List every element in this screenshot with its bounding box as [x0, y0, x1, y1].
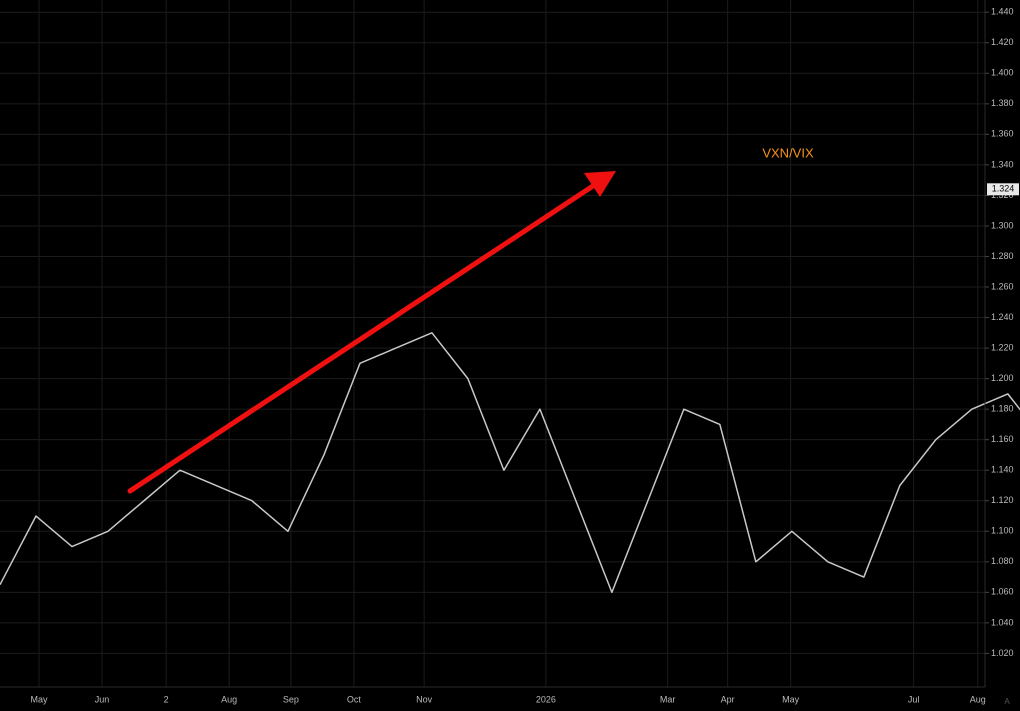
y-tick-label: 1.200 [991, 373, 1014, 383]
y-tick-label: 1.100 [991, 526, 1014, 536]
y-tick-label: 1.020 [991, 648, 1014, 658]
x-tick-label: May [782, 694, 800, 704]
series-line [0, 332, 1020, 594]
y-tick-label: 1.240 [991, 312, 1014, 322]
x-tick-label: Jul [908, 694, 920, 704]
series-title: VXN/VIX [762, 145, 814, 160]
x-tick-label: Aug [221, 694, 237, 704]
axes: 1.020 1.040 1.060 1.080 1.100 1.120 1.140 1.160… [30, 7, 1019, 704]
plot [0, 332, 1020, 594]
grid [0, 0, 985, 687]
x-tick-label: May [30, 694, 48, 704]
y-tick-label: 1.180 [991, 404, 1014, 414]
x-tick-label: Aug [970, 694, 986, 704]
y-tick-label: 1.080 [991, 556, 1014, 566]
y-tick-label: 1.400 [991, 68, 1014, 78]
y-tick-label: 1.220 [991, 342, 1014, 352]
x-tick-label: Apr [721, 694, 735, 704]
y-tick-label: 1.160 [991, 434, 1014, 444]
y-tick-label: 1.040 [991, 617, 1014, 627]
y-tick-label: 1.360 [991, 129, 1014, 139]
y-tick-label: 1.300 [991, 220, 1014, 230]
auto-scale-icon[interactable]: A [1004, 697, 1010, 706]
arrow-shaft [127, 181, 599, 494]
x-tick-label: Nov [416, 694, 433, 704]
x-tick-label: Oct [347, 694, 362, 704]
y-tick-label: 1.440 [991, 7, 1014, 17]
y-tick-label: 1.260 [991, 281, 1014, 291]
y-tick-label: 1.140 [991, 465, 1014, 475]
x-tick-label: Jun [95, 694, 110, 704]
y-tick-label: 1.120 [991, 495, 1014, 505]
price-label: 1.324 [992, 184, 1015, 194]
arrow-head [584, 171, 616, 197]
x-tick-label: Mar [660, 694, 676, 704]
y-tick-label: 1.340 [991, 159, 1014, 169]
y-tick-label: 1.420 [991, 37, 1014, 47]
y-tick-label: 1.060 [991, 587, 1014, 597]
x-tick-label: 2 [164, 694, 169, 704]
y-tick-label: 1.380 [991, 98, 1014, 108]
x-tick-label: Sep [283, 694, 299, 704]
x-tick-label: 2026 [536, 694, 556, 704]
trend-arrow [127, 171, 616, 494]
price-label-box [987, 183, 1019, 196]
y-tick-label: 1.280 [991, 251, 1014, 261]
